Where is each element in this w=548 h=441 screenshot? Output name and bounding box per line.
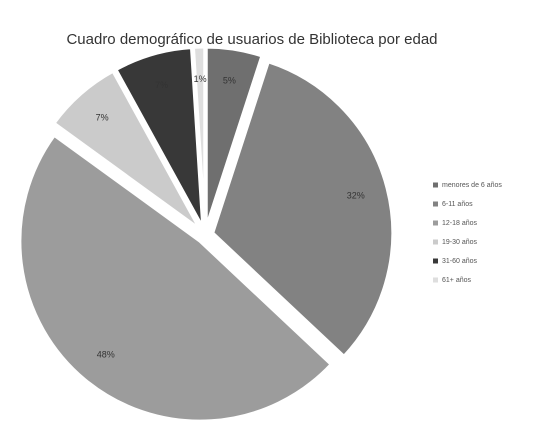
pie-slice (114, 46, 205, 229)
slice-label: 1% (194, 74, 207, 84)
chart-title: Cuadro demográfico de usuarios de Biblio… (66, 31, 437, 48)
slice-label: 5% (223, 76, 236, 86)
legend-swatch (433, 182, 438, 188)
legend-swatch (433, 239, 438, 245)
slice-label: 7% (96, 113, 109, 123)
legend-swatch (433, 277, 438, 283)
legend-text: 6-11 años (442, 201, 473, 208)
slice-label: 48% (97, 349, 115, 359)
pie-slice (18, 133, 334, 423)
legend-swatch (433, 258, 438, 264)
legend-text: 19-30 años (442, 239, 478, 246)
slice-label: 32% (347, 191, 365, 201)
legend-text: 61+ años (442, 277, 471, 284)
legend-swatch (433, 220, 438, 226)
slice-label: 7% (155, 80, 168, 90)
legend-swatch (433, 201, 438, 207)
pie-slice (204, 45, 264, 228)
pie-slice (51, 69, 202, 231)
legend-text: 31-60 años (442, 258, 478, 265)
legend-text: 12-18 años (442, 220, 478, 227)
pie-slice (211, 59, 395, 359)
legend-text: menores de 6 años (442, 182, 502, 189)
pie-slice (191, 45, 207, 228)
